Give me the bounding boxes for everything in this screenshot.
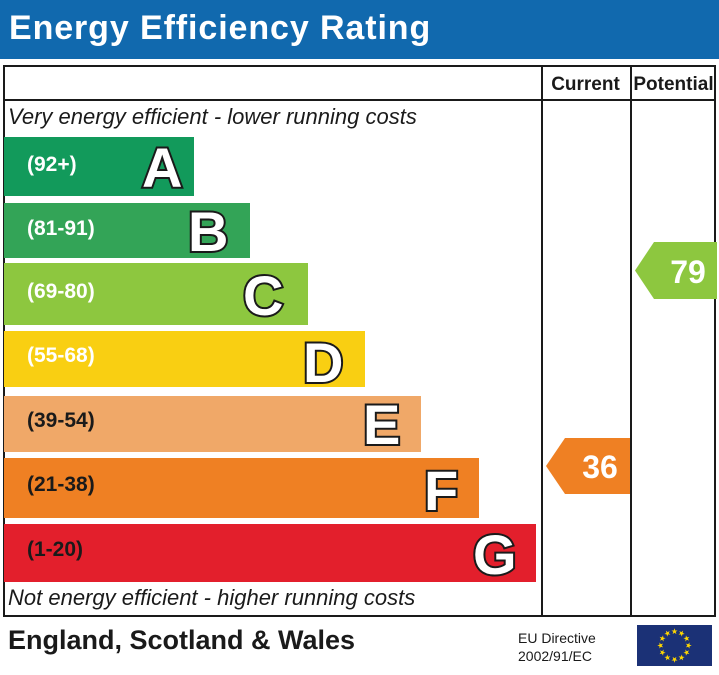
svg-text:B: B <box>188 204 228 263</box>
svg-text:E: E <box>363 397 400 456</box>
svg-text:F: F <box>424 463 458 522</box>
svg-text:79: 79 <box>670 254 706 290</box>
svg-text:C: C <box>243 268 283 327</box>
svg-text:A: A <box>142 140 182 199</box>
svg-text:D: D <box>303 335 343 394</box>
svg-text:G: G <box>473 527 517 586</box>
svg-text:36: 36 <box>582 449 618 485</box>
